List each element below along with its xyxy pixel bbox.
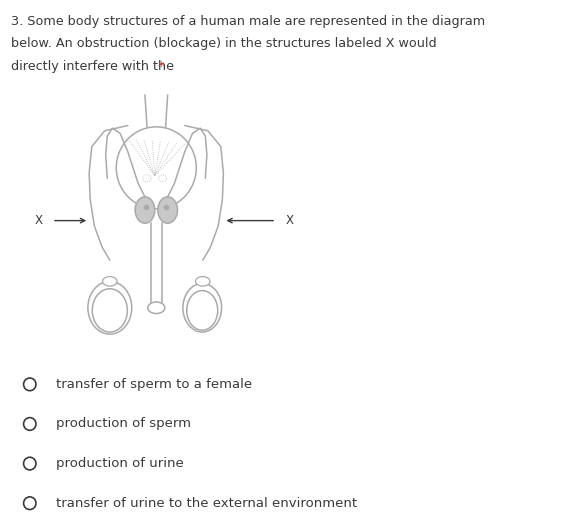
Text: transfer of sperm to a female: transfer of sperm to a female [56,378,252,391]
Text: *: * [158,60,164,73]
Ellipse shape [116,127,196,209]
Text: production of urine: production of urine [56,457,183,470]
Text: X: X [285,214,293,227]
Ellipse shape [135,197,155,223]
Text: production of sperm: production of sperm [56,417,191,431]
Text: X: X [35,214,43,227]
Ellipse shape [158,197,178,223]
Text: below. An obstruction (blockage) in the structures labeled X would: below. An obstruction (blockage) in the … [11,37,437,50]
Ellipse shape [187,290,218,330]
Ellipse shape [103,277,117,286]
Ellipse shape [148,302,165,314]
Ellipse shape [92,289,127,332]
Ellipse shape [196,277,210,286]
Text: directly interfere with the: directly interfere with the [11,60,178,73]
Text: 3. Some body structures of a human male are represented in the diagram: 3. Some body structures of a human male … [11,14,485,28]
Text: transfer of urine to the external environment: transfer of urine to the external enviro… [56,496,356,510]
